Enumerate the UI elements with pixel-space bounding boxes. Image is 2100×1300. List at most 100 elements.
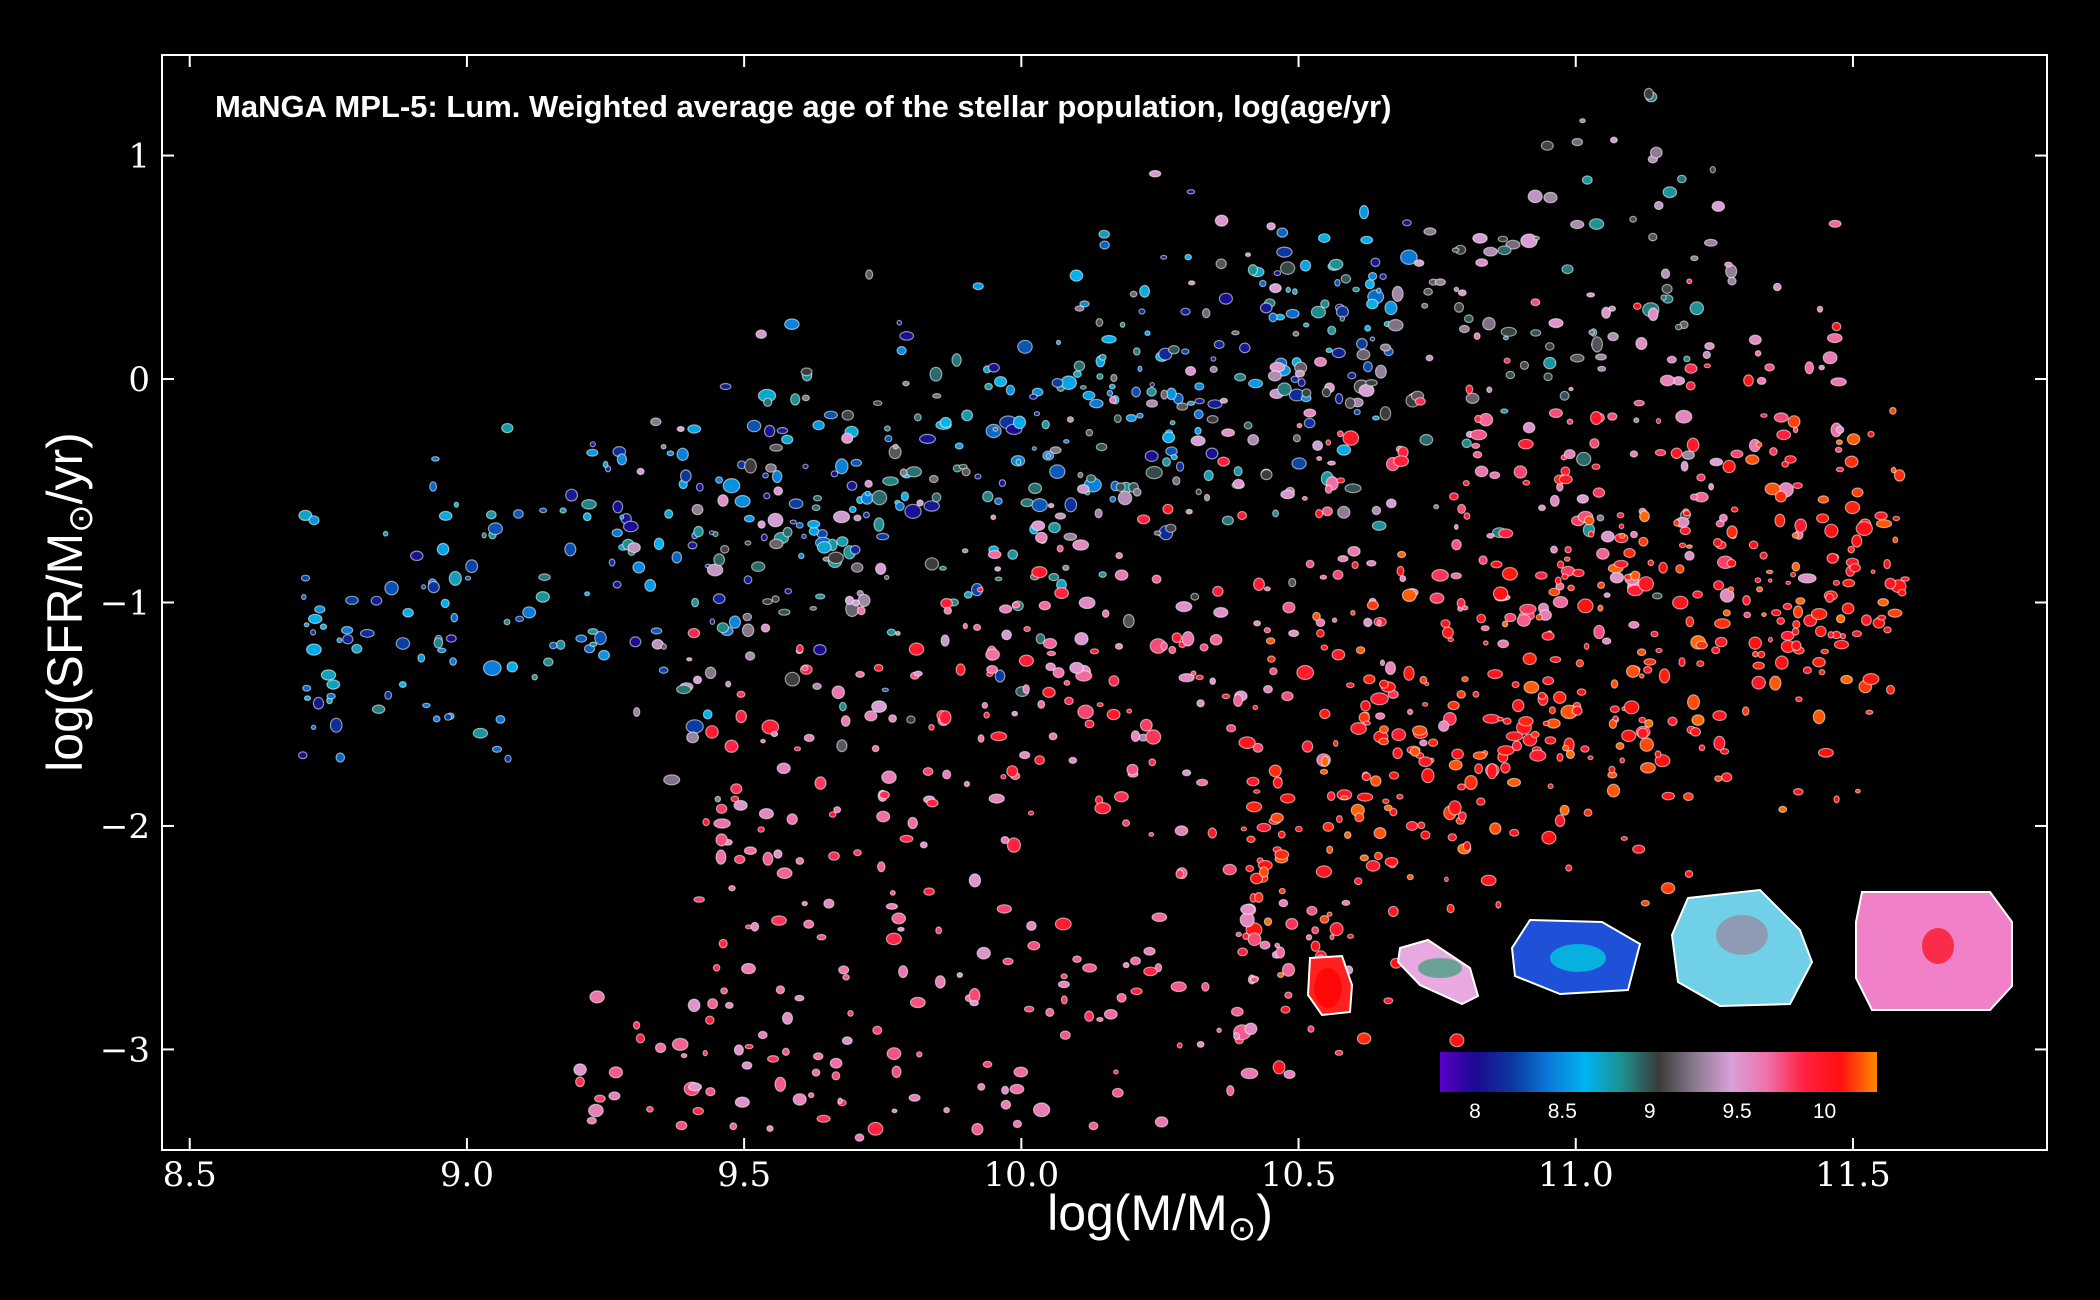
scatter-point	[1545, 342, 1555, 351]
scatter-point	[1148, 758, 1157, 767]
scatter-point	[841, 409, 854, 421]
scatter-point	[1854, 788, 1861, 794]
scatter-point	[297, 751, 308, 760]
scatter-point	[1561, 744, 1570, 752]
scatter-point	[1207, 399, 1223, 410]
scatter-point	[1336, 430, 1344, 438]
scatter-point	[1827, 630, 1835, 639]
scatter-point	[616, 453, 628, 466]
scatter-point	[735, 709, 747, 724]
scatter-point	[1654, 448, 1667, 457]
scatter-point	[417, 653, 426, 663]
scatter-point	[1334, 278, 1341, 287]
scatter-point	[1433, 504, 1440, 510]
scatter-point	[918, 433, 936, 444]
scatter-point	[1789, 571, 1797, 578]
scatter-point	[1225, 724, 1237, 733]
scatter-point	[1603, 592, 1611, 598]
scatter-point	[1112, 1069, 1119, 1075]
scatter-point	[1172, 476, 1181, 486]
scatter-point	[956, 971, 964, 978]
scatter-point	[1670, 447, 1683, 460]
scatter-point	[1647, 559, 1655, 567]
scatter-point	[773, 849, 783, 859]
scatter-point	[312, 696, 325, 710]
scatter-point	[1396, 565, 1405, 577]
scatter-point	[1346, 933, 1355, 940]
scatter-point	[1201, 981, 1210, 992]
scatter-point	[985, 648, 1000, 661]
scatter-point	[1815, 513, 1830, 524]
scatter-point	[728, 615, 742, 629]
scatter-point	[1748, 636, 1762, 650]
scatter-point	[1301, 495, 1308, 501]
scatter-point	[834, 458, 849, 475]
colorbar-tick-label: 10	[1813, 1100, 1836, 1123]
scatter-point	[619, 514, 625, 520]
scatter-point	[928, 723, 935, 731]
scatter-point	[1280, 489, 1295, 500]
scatter-point	[1279, 261, 1296, 276]
scatter-point	[724, 1001, 734, 1010]
scatter-point	[1347, 371, 1357, 380]
scatter-point	[904, 503, 922, 519]
scatter-point	[1329, 921, 1344, 937]
scatter-point	[1301, 740, 1314, 753]
scatter-point	[715, 833, 728, 847]
scatter-point	[359, 628, 375, 638]
scatter-point	[963, 780, 971, 788]
scatter-point	[1610, 679, 1619, 689]
scatter-point	[1292, 330, 1300, 337]
scatter-point	[1502, 717, 1512, 725]
galaxy-inset-core	[1716, 915, 1768, 955]
scatter-point	[1795, 597, 1806, 605]
scatter-point	[1685, 381, 1696, 391]
scatter-point	[871, 700, 888, 713]
scatter-point	[883, 425, 891, 432]
scatter-point	[864, 710, 878, 722]
scatter-point	[1704, 342, 1715, 351]
scatter-point	[1319, 574, 1328, 580]
galaxy-inset	[1396, 938, 1480, 1006]
scatter-point	[1354, 812, 1365, 823]
scatter-point	[1406, 708, 1414, 716]
scatter-point	[1116, 992, 1127, 1003]
scatter-point	[1674, 323, 1683, 331]
scatter-point	[1052, 666, 1065, 679]
scatter-point	[1537, 691, 1547, 701]
scatter-point	[828, 811, 837, 818]
scatter-point	[671, 551, 683, 564]
scatter-point	[1146, 386, 1157, 397]
scatter-point	[1453, 286, 1460, 293]
scatter-point	[1089, 398, 1104, 409]
scatter-point	[1675, 564, 1685, 574]
scatter-point	[646, 1105, 654, 1113]
scatter-point	[816, 933, 827, 941]
scatter-point	[326, 679, 341, 690]
scatter-point	[398, 680, 407, 688]
scatter-point	[1496, 716, 1504, 722]
scatter-point	[687, 541, 698, 550]
scatter-point	[915, 1051, 923, 1058]
scatter-point	[1709, 457, 1724, 467]
scatter-point	[1580, 745, 1590, 753]
scatter-point	[1576, 688, 1587, 696]
scatter-point	[963, 590, 973, 599]
scatter-points	[297, 87, 1910, 1142]
scatter-point	[1522, 479, 1531, 486]
scatter-point	[848, 505, 857, 514]
scatter-point	[831, 685, 846, 700]
scatter-point	[816, 1114, 831, 1123]
scatter-point	[1794, 518, 1808, 533]
scatter-point	[1187, 280, 1196, 286]
scatter-point	[1497, 745, 1515, 756]
scatter-point	[503, 618, 511, 626]
scatter-point	[319, 623, 328, 631]
scatter-point	[814, 776, 827, 790]
scatter-point	[1168, 645, 1177, 655]
scatter-point	[1365, 859, 1381, 872]
scatter-point	[1639, 737, 1654, 752]
scatter-point	[1892, 536, 1899, 544]
scatter-point	[1874, 511, 1888, 521]
